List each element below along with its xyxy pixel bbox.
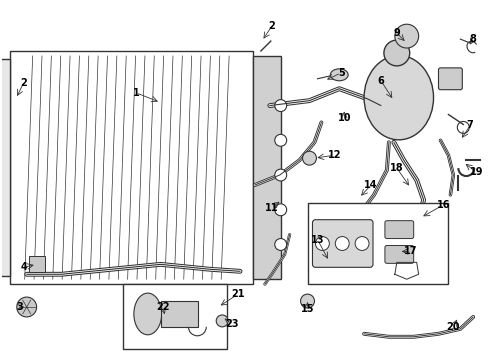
Circle shape — [315, 237, 328, 251]
Text: 16: 16 — [436, 200, 449, 210]
Text: 15: 15 — [300, 304, 314, 314]
Text: 7: 7 — [466, 121, 473, 130]
Text: 11: 11 — [264, 203, 278, 213]
Circle shape — [274, 169, 286, 181]
Text: 5: 5 — [337, 68, 344, 78]
Text: 20: 20 — [446, 322, 459, 332]
Text: 2: 2 — [20, 78, 27, 88]
Circle shape — [17, 297, 37, 317]
Text: 2: 2 — [268, 21, 275, 31]
Text: 22: 22 — [156, 302, 169, 312]
Bar — [307, 203, 447, 284]
Circle shape — [274, 204, 286, 216]
Text: 14: 14 — [364, 180, 377, 190]
Circle shape — [394, 24, 418, 48]
Text: 17: 17 — [403, 247, 417, 256]
Circle shape — [274, 100, 286, 112]
Ellipse shape — [134, 293, 162, 335]
Text: 8: 8 — [469, 34, 476, 44]
Circle shape — [216, 315, 228, 327]
FancyBboxPatch shape — [29, 256, 44, 272]
Text: 18: 18 — [389, 163, 403, 173]
Text: 1: 1 — [132, 88, 139, 98]
Circle shape — [274, 239, 286, 251]
Text: 12: 12 — [327, 150, 340, 160]
Ellipse shape — [364, 55, 433, 140]
Circle shape — [300, 294, 314, 308]
Circle shape — [354, 237, 368, 251]
FancyBboxPatch shape — [438, 68, 461, 90]
Text: 23: 23 — [225, 319, 238, 329]
Bar — [10, 51, 252, 284]
Circle shape — [383, 40, 409, 66]
Bar — [0, 59, 10, 276]
Bar — [161, 301, 198, 327]
Text: 3: 3 — [16, 302, 23, 312]
Text: 10: 10 — [337, 113, 350, 123]
Bar — [122, 284, 226, 349]
FancyBboxPatch shape — [384, 246, 413, 264]
Text: 13: 13 — [310, 234, 324, 244]
Text: 4: 4 — [20, 262, 27, 272]
Circle shape — [274, 134, 286, 146]
Ellipse shape — [330, 69, 347, 81]
Text: 19: 19 — [468, 167, 482, 177]
Text: 21: 21 — [231, 289, 244, 299]
Text: 9: 9 — [393, 28, 399, 38]
Circle shape — [335, 237, 348, 251]
FancyBboxPatch shape — [384, 221, 413, 239]
FancyBboxPatch shape — [312, 220, 372, 267]
Bar — [252, 56, 280, 279]
Circle shape — [302, 151, 316, 165]
Text: 6: 6 — [377, 76, 384, 86]
